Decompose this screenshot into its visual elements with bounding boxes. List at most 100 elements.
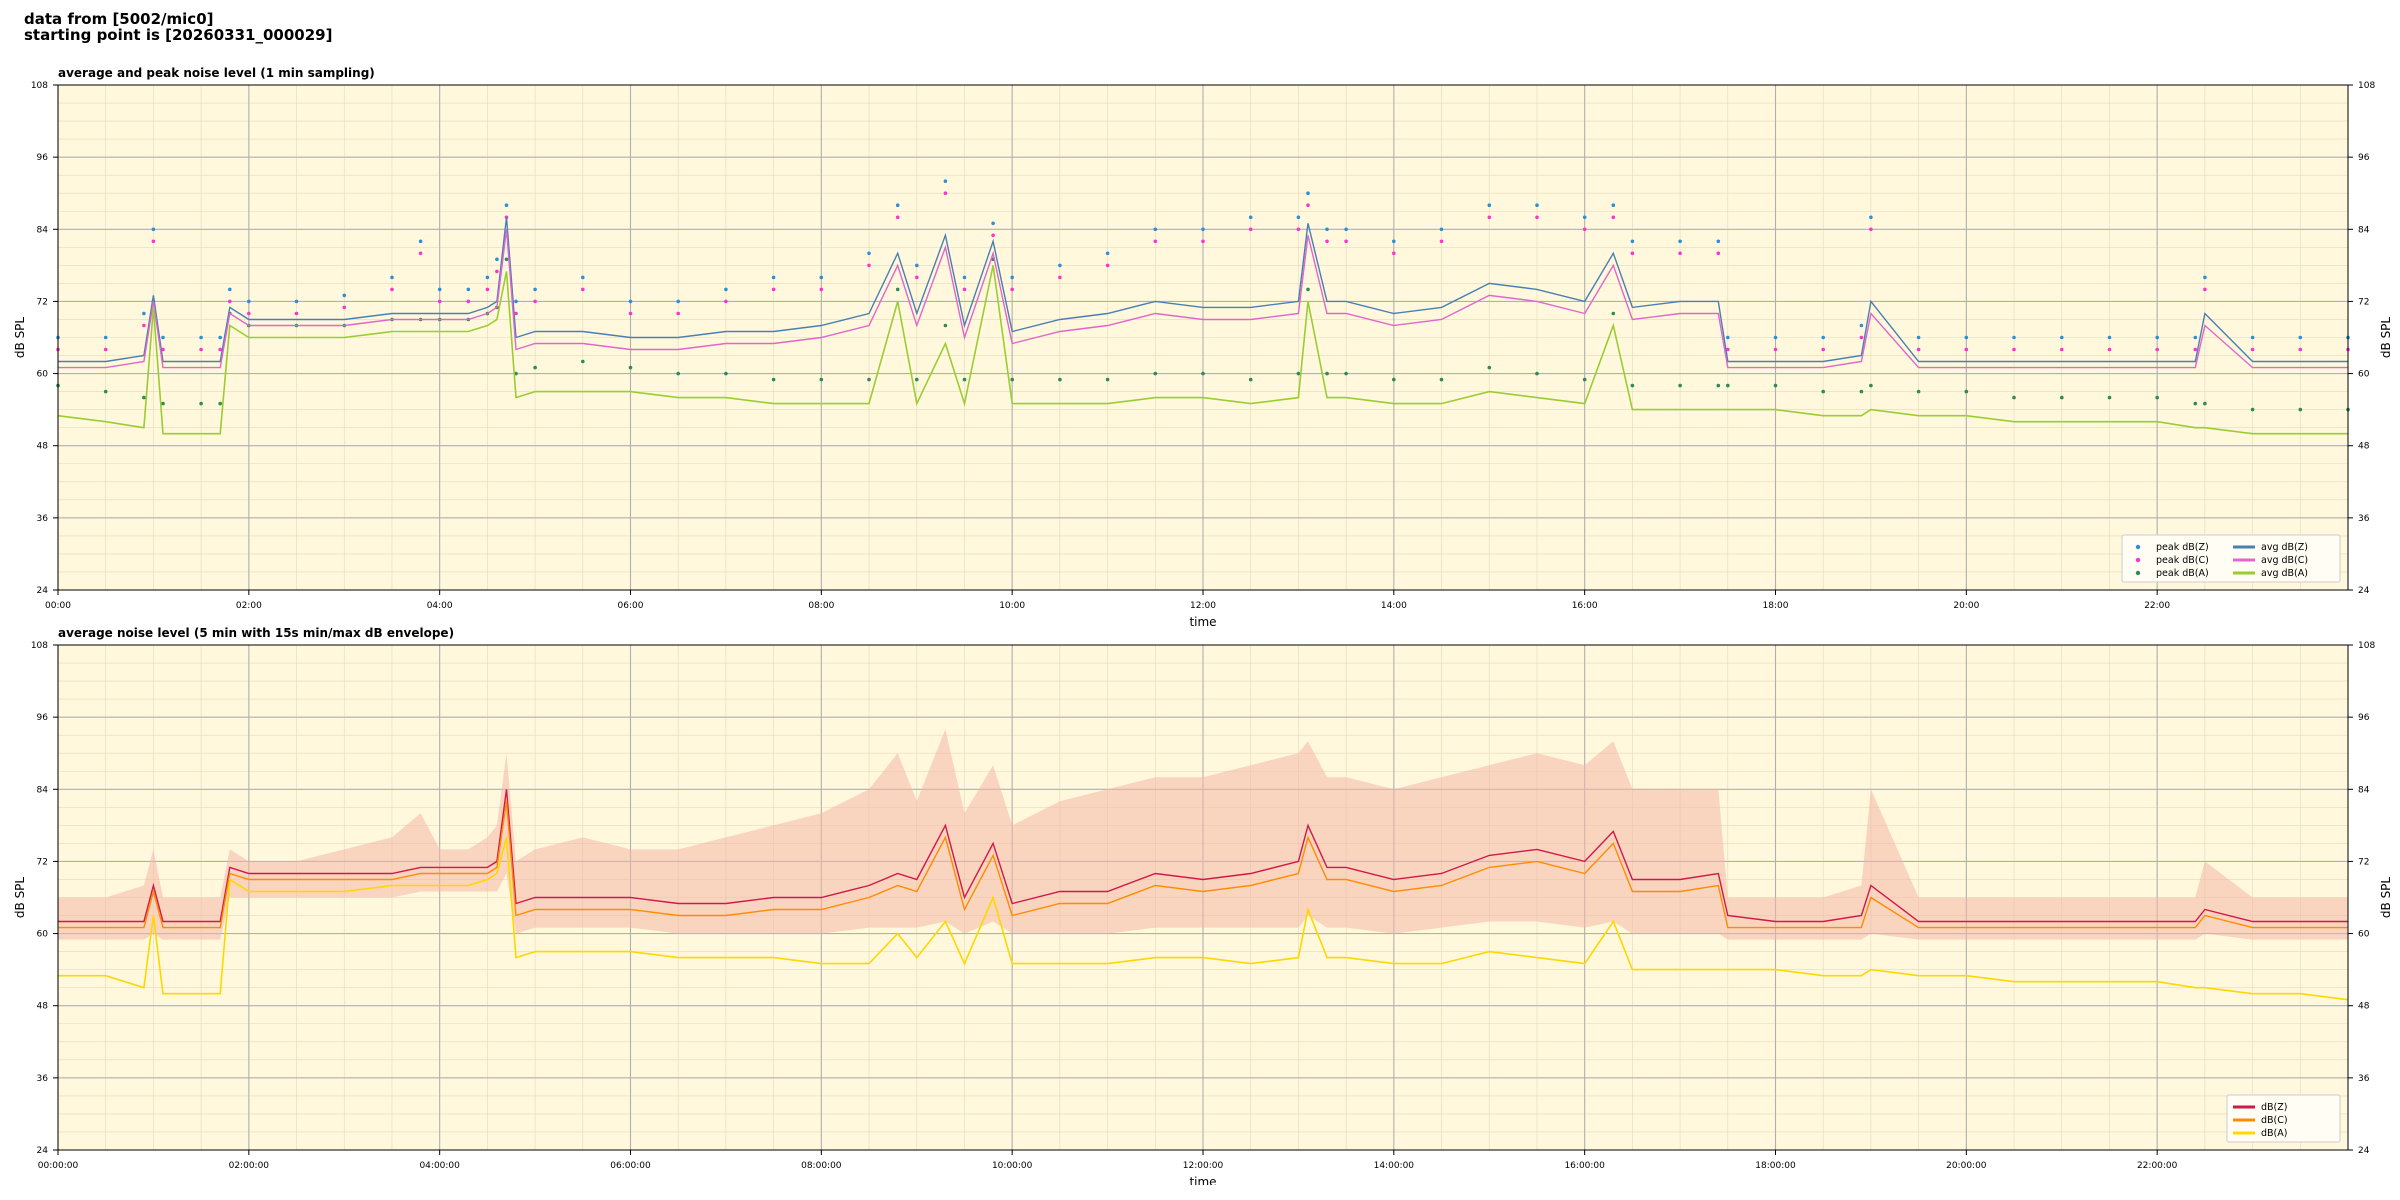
data-point-peak-db-z bbox=[991, 221, 995, 226]
data-point-peak-db-z bbox=[1344, 227, 1348, 232]
data-point-peak-db-c bbox=[915, 275, 919, 280]
series-peak-db-c bbox=[56, 191, 2350, 352]
x-tick-label: 04:00 bbox=[427, 601, 453, 611]
data-point-peak-db-c bbox=[2155, 347, 2159, 352]
x-tick-label: 02:00 bbox=[236, 601, 262, 611]
chart-envelope: average noise level (5 min with 15s min/… bbox=[13, 626, 2393, 1185]
data-point-peak-db-c bbox=[1201, 239, 1205, 244]
data-point-peak-db-a bbox=[504, 257, 509, 262]
x-tick-label: 20:00 bbox=[1953, 601, 1979, 611]
data-point-peak-db-c bbox=[628, 311, 633, 316]
data-point-peak-db-a bbox=[943, 323, 948, 328]
data-point-peak-db-c bbox=[581, 287, 585, 292]
data-point-peak-db-a bbox=[2012, 395, 2016, 400]
legend-entry: peak dB(A) bbox=[2156, 568, 2209, 579]
legend-entry: dB(C) bbox=[2261, 1115, 2288, 1126]
data-point-peak-db-c bbox=[437, 299, 442, 304]
y-tick-label-right: 36 bbox=[2358, 514, 2370, 524]
data-point-peak-db-a bbox=[2060, 395, 2064, 400]
data-point-peak-db-z bbox=[1105, 251, 1110, 256]
data-point-peak-db-c bbox=[218, 347, 222, 352]
data-point-peak-db-z bbox=[1964, 335, 1969, 340]
y-tick-label: 48 bbox=[37, 442, 49, 452]
data-point-peak-db-a bbox=[1964, 389, 1969, 394]
y-tick-label: 60 bbox=[37, 930, 49, 940]
data-point-peak-db-c bbox=[142, 323, 146, 328]
y-tick-label: 84 bbox=[37, 785, 49, 795]
data-point-peak-db-c bbox=[943, 191, 948, 195]
data-point-peak-db-z bbox=[495, 257, 499, 262]
data-point-peak-db-c bbox=[1716, 251, 1721, 256]
data-point-peak-db-a bbox=[1306, 287, 1310, 292]
data-point-peak-db-a bbox=[161, 401, 165, 406]
legend-entry: dB(A) bbox=[2261, 1128, 2287, 1139]
data-point-peak-db-c bbox=[390, 287, 394, 292]
y-tick-label-right: 72 bbox=[2358, 857, 2369, 867]
data-point-peak-db-c bbox=[867, 263, 871, 268]
data-point-peak-db-z bbox=[2155, 335, 2159, 340]
series-line-avg-db-c bbox=[58, 229, 2348, 369]
data-point-peak-db-z bbox=[1392, 239, 1396, 244]
data-point-peak-db-c bbox=[819, 287, 824, 292]
data-point-peak-db-a bbox=[2193, 401, 2198, 406]
y-tick-label: 24 bbox=[37, 1146, 49, 1156]
y-tick-label: 72 bbox=[37, 297, 48, 307]
data-point-peak-db-c bbox=[1582, 227, 1587, 232]
header-starting-point: starting point is [20260331_000029] bbox=[24, 26, 333, 44]
data-point-peak-db-c bbox=[514, 311, 518, 316]
data-point-peak-db-c bbox=[1058, 275, 1062, 280]
data-point-peak-db-z bbox=[2203, 275, 2207, 280]
x-tick-label: 22:00:00 bbox=[2137, 1161, 2178, 1171]
data-point-peak-db-z bbox=[1248, 215, 1253, 220]
data-point-peak-db-c bbox=[1821, 347, 1825, 352]
y-tick-label-right: 72 bbox=[2358, 297, 2369, 307]
legend-entry: avg dB(A) bbox=[2261, 568, 2308, 579]
series-line-db-c bbox=[58, 801, 2348, 929]
data-point-peak-db-a bbox=[2203, 401, 2207, 406]
y-axis-label: dB SPL bbox=[13, 877, 27, 919]
data-point-peak-db-z bbox=[1010, 275, 1014, 280]
data-point-peak-db-z bbox=[1716, 239, 1721, 244]
data-point-peak-db-z bbox=[1869, 215, 1873, 220]
data-point-peak-db-z bbox=[724, 287, 728, 292]
data-point-peak-db-z bbox=[2250, 335, 2255, 340]
y-tick-label-right: 84 bbox=[2358, 785, 2370, 795]
data-point-peak-db-z bbox=[2298, 335, 2303, 340]
data-point-peak-db-z bbox=[1306, 191, 1310, 195]
x-tick-label: 10:00:00 bbox=[992, 1161, 1033, 1171]
data-point-peak-db-c bbox=[1105, 263, 1110, 268]
data-point-peak-db-a bbox=[2250, 407, 2255, 412]
data-point-peak-db-z bbox=[504, 203, 509, 207]
x-tick-label: 20:00:00 bbox=[1946, 1161, 1987, 1171]
data-point-peak-db-a bbox=[1869, 383, 1873, 388]
legend-entry: dB(Z) bbox=[2261, 1102, 2287, 1113]
data-point-peak-db-c bbox=[676, 311, 680, 316]
x-tick-label: 08:00 bbox=[808, 601, 834, 611]
y-tick-label-right: 96 bbox=[2358, 153, 2370, 163]
data-point-peak-db-z bbox=[1678, 239, 1682, 244]
data-point-peak-db-c bbox=[247, 311, 251, 316]
data-point-peak-db-c bbox=[485, 287, 490, 292]
x-axis-label: time bbox=[1189, 1175, 1216, 1185]
chart-title: average and peak noise level (1 min samp… bbox=[58, 66, 375, 80]
data-point-peak-db-z bbox=[390, 275, 394, 280]
data-point-peak-db-a bbox=[1153, 371, 1158, 376]
data-point-peak-db-c bbox=[2012, 347, 2016, 352]
data-point-peak-db-a bbox=[1010, 377, 1014, 382]
x-tick-label: 12:00:00 bbox=[1183, 1161, 1224, 1171]
y-tick-label: 24 bbox=[37, 586, 49, 596]
x-axis-label: time bbox=[1189, 615, 1216, 629]
x-tick-label: 06:00:00 bbox=[610, 1161, 651, 1171]
data-point-peak-db-a bbox=[1859, 389, 1864, 394]
header-data-source: data from [5002/mic0] bbox=[24, 10, 214, 28]
data-point-peak-db-z bbox=[867, 251, 871, 256]
data-point-peak-db-a bbox=[1535, 371, 1539, 376]
data-point-peak-db-c bbox=[466, 299, 471, 304]
data-point-peak-db-c bbox=[1153, 239, 1158, 244]
legend-swatch bbox=[2135, 570, 2141, 576]
series-avg-db-a bbox=[57, 265, 2348, 435]
data-point-peak-db-a bbox=[1248, 377, 1253, 382]
data-point-peak-db-z bbox=[915, 263, 919, 268]
x-tick-label: 00:00 bbox=[45, 601, 71, 611]
legend-swatch bbox=[2135, 557, 2141, 563]
